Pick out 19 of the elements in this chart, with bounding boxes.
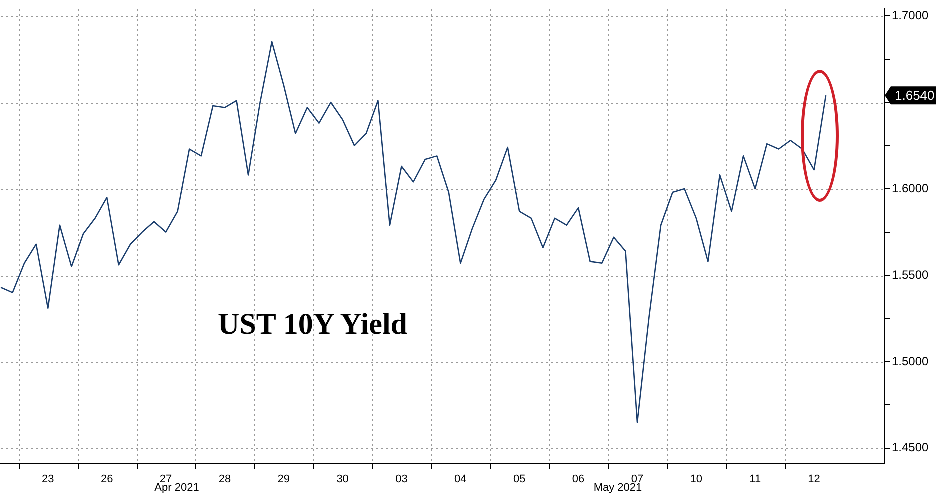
x-tick-label: 28 bbox=[218, 474, 232, 486]
x-tick-label: 12 bbox=[808, 474, 820, 486]
x-tick-label: 23 bbox=[42, 474, 54, 486]
x-tick-label: 30 bbox=[336, 474, 349, 486]
x-tick-label: 06 bbox=[572, 474, 585, 486]
y-tick-label: 1.7000 bbox=[892, 8, 930, 22]
x-tick-label: 29 bbox=[278, 474, 290, 486]
text: 1.6540 bbox=[895, 88, 935, 104]
x-tick-label: 26 bbox=[100, 474, 114, 486]
y-tick-label: 1.4500 bbox=[892, 440, 930, 455]
y-tick-label: 1.6000 bbox=[892, 181, 930, 196]
x-tick-label: 05 bbox=[513, 474, 526, 486]
x-tick-label: 11 bbox=[750, 474, 762, 486]
x-tick-label: 03 bbox=[396, 474, 408, 486]
text: UST 10Y Yield bbox=[218, 308, 408, 342]
x-tick-label: 10 bbox=[690, 474, 703, 486]
x-tick-label: 04 bbox=[454, 474, 467, 486]
y-tick-label: 1.5000 bbox=[892, 354, 930, 368]
y-tick-label: 1.5500 bbox=[892, 268, 930, 282]
